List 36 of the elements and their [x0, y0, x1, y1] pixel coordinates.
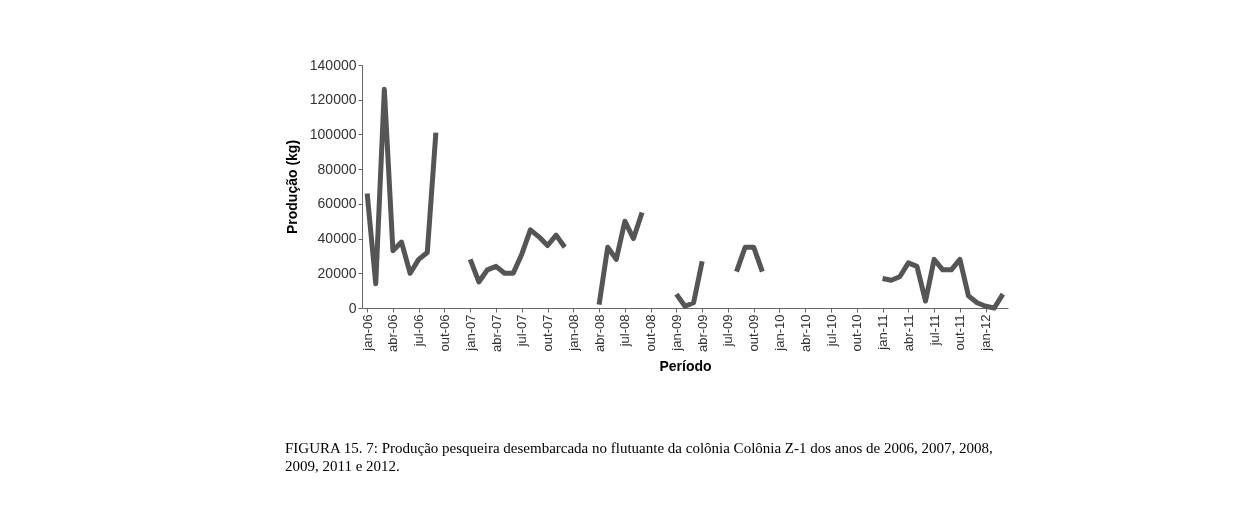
x-tick-label: jul-10 — [823, 314, 839, 348]
x-tick-label: out-07 — [540, 314, 556, 352]
x-tick-label: out-09 — [746, 314, 762, 352]
x-tick-label: jan-11 — [875, 314, 891, 351]
y-tick-label: 80000 — [317, 160, 357, 177]
x-tick-label: out-10 — [849, 314, 865, 352]
x-tick-label: jul-06 — [411, 314, 427, 348]
x-tick-label: abr-09 — [694, 314, 710, 353]
x-tick-label: jul-11 — [926, 314, 942, 347]
x-tick-label: jul-08 — [617, 314, 633, 348]
x-tick-label: jan-07 — [462, 314, 478, 352]
x-tick-label: out-11 — [952, 314, 968, 351]
x-tick-label: out-08 — [643, 314, 659, 352]
x-tick-label: out-06 — [436, 314, 452, 352]
x-tick-label: abr-11 — [900, 314, 916, 352]
x-tick-label: abr-10 — [797, 314, 813, 353]
y-tick-label: 0 — [348, 299, 357, 316]
x-tick-label: abr-08 — [591, 314, 607, 353]
x-axis-title: Período — [659, 358, 712, 375]
x-tick-label: abr-06 — [385, 314, 401, 353]
text: FIGURA 15. 7: Produção pesqueira desembarcada no flutuante da colônia Colônia Z-1 dos anos de 2006, 2007, 2008, 2009, 2011 e 2012. — [285, 439, 994, 475]
x-tick-label: jan-12 — [978, 314, 994, 352]
x-tick-label: abr-07 — [488, 314, 504, 353]
x-tick-label: jul-07 — [514, 314, 530, 348]
x-tick-label: jan-06 — [359, 314, 375, 352]
y-tick-label: 120000 — [309, 91, 357, 108]
x-tick-label: jul-09 — [720, 314, 736, 348]
y-tick-label: 20000 — [317, 264, 357, 281]
y-tick-label: 40000 — [317, 230, 357, 247]
y-tick-label: 140000 — [309, 56, 357, 73]
y-tick-label: 60000 — [317, 195, 357, 212]
x-tick-label: jan-10 — [771, 314, 787, 352]
x-tick-label: jan-08 — [565, 314, 581, 352]
x-tick-label: jan-09 — [668, 314, 684, 352]
y-axis-title: Produção (kg) — [283, 139, 300, 235]
y-tick-label: 100000 — [309, 125, 357, 142]
